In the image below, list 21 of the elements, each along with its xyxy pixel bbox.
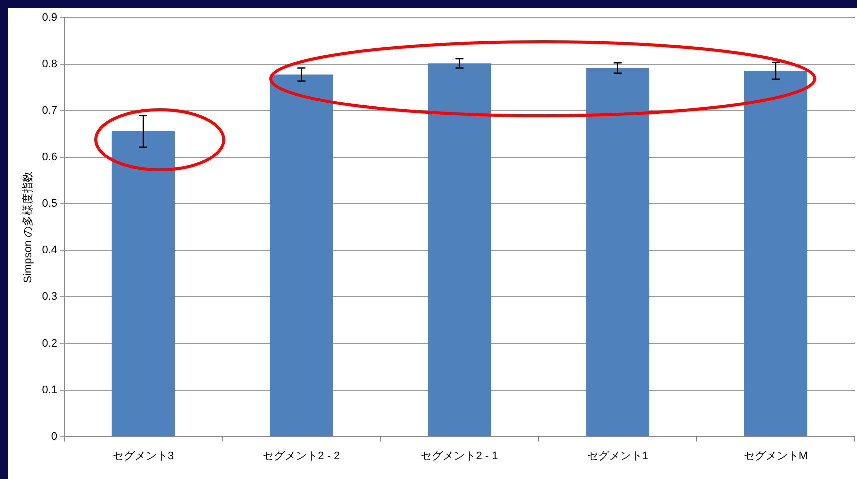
x-tick-label: セグメント2 - 2 [263,450,340,462]
y-tick-label: 0.9 [42,12,58,24]
bar [270,74,334,436]
y-tick-label: 0.2 [42,338,58,350]
x-tick-label: セグメントM [744,450,808,462]
x-tick-label: セグメント3 [112,450,174,462]
y-tick-label: 0.7 [42,105,58,118]
bar [112,132,176,436]
y-tick-label: 0.1 [42,384,58,396]
y-tick-label: 0.8 [42,58,58,71]
bar [586,68,650,436]
bar [744,71,808,436]
y-tick-label: 0.5 [42,198,58,210]
y-tick-label: 0 [51,430,58,443]
x-tick-label: セグメント2 - 1 [421,450,498,462]
y-axis-title: Simpson の多様度指数 [22,171,35,284]
y-tick-label: 0.4 [42,244,58,257]
x-tick-label: セグメント1 [587,450,648,462]
y-tick-label: 0.3 [42,291,58,304]
bar [428,64,492,436]
y-tick-label: 0.6 [42,152,58,164]
